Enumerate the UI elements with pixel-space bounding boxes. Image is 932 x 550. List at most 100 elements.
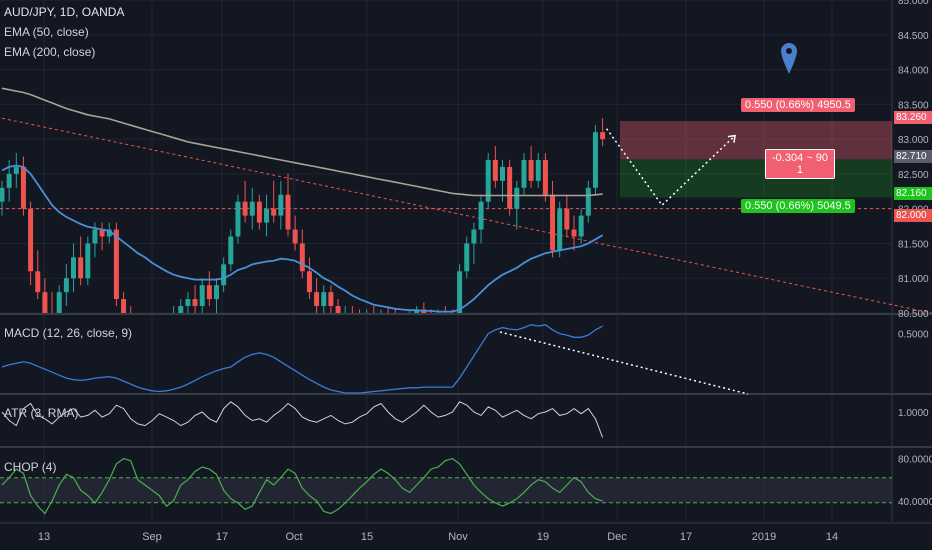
candle-body: [429, 316, 434, 319]
candle-body: [92, 229, 98, 244]
candle-body: [56, 292, 62, 313]
x-tick-label: Dec: [607, 531, 627, 543]
candle-body: [271, 208, 277, 216]
y-tick-label: 80.500: [898, 309, 929, 320]
candle-body: [235, 201, 241, 237]
stop-label[interactable]: 0.550 (0.66%) 5049.5: [741, 199, 855, 213]
macd-line: [1, 324, 603, 394]
candle-body: [557, 208, 563, 251]
candle-body: [13, 166, 19, 174]
candle-body: [414, 309, 420, 313]
x-tick-label: 13: [38, 531, 50, 543]
atr-legend[interactable]: ATR (3, RMA): [4, 406, 79, 420]
candle-body: [121, 299, 127, 313]
candle-body: [464, 243, 470, 272]
candle-body: [256, 201, 262, 223]
candle-body: [299, 243, 305, 272]
candle-body: [206, 285, 212, 300]
x-tick-label: 2019: [752, 531, 776, 543]
y-tick-label: 82.500: [898, 170, 929, 181]
stop-zone: [620, 159, 892, 198]
candle-body: [592, 132, 598, 188]
target-zone: [620, 121, 892, 160]
candle-body: [221, 264, 227, 286]
candle-body: [113, 229, 119, 300]
x-tick-label: 15: [361, 531, 373, 543]
center-label-main: -0.304 ~ 90: [772, 152, 828, 164]
candle-body: [485, 159, 491, 202]
chop-line: [1, 457, 603, 515]
ema50-legend[interactable]: EMA (50, close): [4, 25, 89, 39]
center-label[interactable]: -0.304 ~ 90 1: [765, 149, 835, 179]
candle-body: [278, 194, 284, 216]
candle-body: [242, 201, 248, 216]
candle-body: [514, 187, 520, 209]
ema200-line: [1, 87, 603, 197]
candle-body: [78, 257, 84, 279]
y-tick-label: 84.000: [898, 66, 929, 77]
candle-body: [542, 159, 548, 195]
candle-body: [600, 132, 606, 140]
x-tick-label: 17: [216, 531, 228, 543]
price-tag-line: 82.000: [894, 209, 932, 222]
symbol-title[interactable]: AUD/JPY, 1D, OANDA: [4, 5, 125, 19]
x-tick-label: Sep: [142, 531, 162, 543]
x-tick-label: Nov: [448, 531, 468, 543]
candle-body: [478, 201, 484, 230]
candle-body: [535, 159, 541, 181]
x-tick-label: 14: [826, 531, 838, 543]
candle-body: [578, 215, 584, 237]
candle-body: [492, 159, 498, 181]
candle-body: [457, 271, 463, 313]
chart-legend: AUD/JPY, 1D, OANDA EMA (50, close) EMA (…: [4, 2, 124, 62]
candle-body: [393, 316, 398, 319]
candle-body: [314, 292, 320, 307]
projection-path: [605, 128, 736, 207]
candle-body: [6, 173, 12, 188]
candle-body: [199, 285, 205, 307]
candle-body: [71, 257, 76, 279]
ema50-line: [1, 164, 604, 313]
candle-body: [450, 316, 455, 319]
candle-body: [63, 278, 69, 293]
candle-body: [0, 187, 5, 202]
candle-body: [357, 316, 362, 319]
candle-body: [143, 320, 148, 327]
location-pin-hole: [786, 48, 792, 54]
candle-body: [20, 166, 26, 209]
downtrend-line: [1, 117, 932, 314]
candle-body: [507, 166, 513, 209]
target-label[interactable]: 0.550 (0.66%) 4950.5: [741, 98, 855, 112]
candle-body: [285, 194, 291, 230]
candle-body: [42, 292, 48, 313]
candle-body: [185, 299, 191, 307]
candle-body: [28, 208, 34, 272]
candle-body: [264, 208, 270, 223]
candle-body: [328, 292, 334, 307]
x-tick-label: 19: [537, 531, 549, 543]
y-tick-label: 81.500: [898, 239, 929, 250]
candle-body: [571, 229, 577, 237]
price-tag-top: 83.260: [894, 111, 932, 124]
chop-legend[interactable]: CHOP (4): [4, 460, 57, 474]
projection-arrowhead: [727, 134, 736, 143]
candle-body: [135, 320, 140, 327]
ema200-legend[interactable]: EMA (200, close): [4, 45, 96, 59]
price-tag-low: 82.160: [894, 187, 932, 200]
y-tick-label: 83.000: [898, 135, 929, 146]
price-tag-mid: 82.710: [894, 150, 932, 163]
candle-body: [528, 159, 534, 181]
candle-body: [521, 159, 527, 188]
chop-tick-label: 40.0000: [898, 497, 932, 508]
macd-legend[interactable]: MACD (12, 26, close, 9): [4, 326, 133, 340]
location-pin-icon: [781, 43, 797, 74]
y-tick-label: 83.500: [898, 100, 929, 111]
y-tick-label: 84.500: [898, 31, 929, 42]
candle-body: [400, 316, 405, 319]
y-tick-label: 81.000: [898, 274, 929, 285]
x-tick-label: 17: [680, 531, 692, 543]
candle-body: [306, 271, 312, 293]
candle-body: [335, 306, 341, 313]
candle-body: [85, 243, 91, 279]
